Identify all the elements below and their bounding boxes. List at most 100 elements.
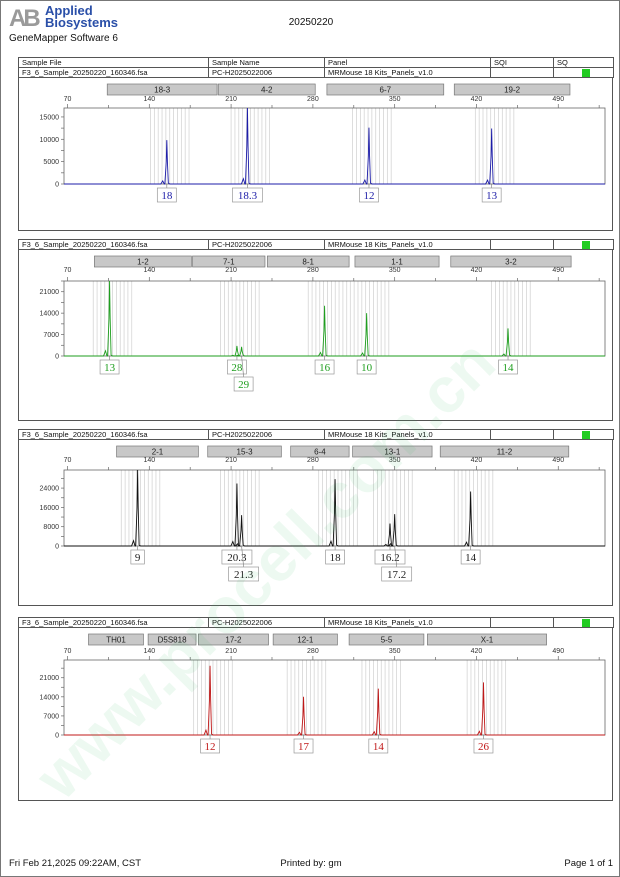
locus-bar-D5S818[interactable]: D5S818 xyxy=(147,633,197,646)
allele-call-label[interactable]: 10 xyxy=(356,356,377,375)
allele-call-label[interactable]: 18.3 xyxy=(232,184,263,203)
locus-bar-5-5[interactable]: 5-5 xyxy=(348,633,425,646)
locus-label: 6-4 xyxy=(314,448,326,457)
sq-pass-indicator-icon xyxy=(582,431,590,439)
allele-call-label[interactable]: 14 xyxy=(460,546,481,565)
locus-bar-rect xyxy=(266,255,350,268)
plot-area xyxy=(63,469,606,547)
sq-pass-indicator-icon xyxy=(582,69,590,77)
allele-value: 21.3 xyxy=(234,569,254,581)
app-name: GeneMapper Software 6 xyxy=(9,33,118,44)
allele-box xyxy=(156,187,177,203)
allele-box xyxy=(359,187,379,203)
locus-bar-15-3[interactable]: 15-3 xyxy=(207,445,282,458)
sample-row[interactable]: F3_6_Sample_20250220_160346.fsa PC-H20250… xyxy=(18,428,614,441)
col-sample-file: Sample File xyxy=(18,57,209,68)
y-tick-label: 7000 xyxy=(43,332,59,339)
allele-call-label[interactable]: 17 xyxy=(293,735,314,754)
locus-bar-8-1[interactable]: 8-1 xyxy=(266,255,350,268)
locus-bar-6-4[interactable]: 6-4 xyxy=(290,445,350,458)
x-tick-label: 280 xyxy=(307,648,319,655)
allele-value: 13 xyxy=(104,362,116,374)
allele-call-label[interactable]: 12 xyxy=(200,735,220,754)
allele-call-label[interactable]: 16.2 xyxy=(374,546,406,565)
printed-by: Printed by: gm xyxy=(280,858,342,869)
allele-call-label[interactable]: 28 xyxy=(227,356,247,375)
locus-bar-rect xyxy=(439,445,570,458)
dye-panel: F3_6_Sample_20250220_160346.fsa PC-H20250… xyxy=(1,66,619,231)
y-tick-label: 16000 xyxy=(40,505,60,512)
allele-call-label[interactable]: 20.3 xyxy=(221,546,253,565)
allele-call-label[interactable]: 9 xyxy=(130,546,145,565)
allele-call-label[interactable]: 16 xyxy=(314,356,335,375)
sample-row[interactable]: F3_6_Sample_20250220_160346.fsa PC-H20250… xyxy=(18,66,614,79)
locus-bar-rect xyxy=(450,255,572,268)
locus-bar-1-1[interactable]: 1-1 xyxy=(354,255,440,268)
allele-call-label[interactable]: 26 xyxy=(473,735,494,754)
y-tick-label: 8000 xyxy=(43,524,59,531)
allele-call-label[interactable]: 12 xyxy=(359,184,379,203)
locus-bar-2-1[interactable]: 2-1 xyxy=(116,445,199,458)
locus-bar-17-2[interactable]: 17-2 xyxy=(198,633,269,646)
allele-call-label[interactable]: 14 xyxy=(368,735,389,754)
locus-bar-4-2[interactable]: 4-2 xyxy=(217,83,316,96)
allele-value: 14 xyxy=(503,362,515,374)
allele-call-label[interactable]: 13 xyxy=(481,184,502,203)
locus-bar-rect xyxy=(427,633,547,646)
dye-panel: F3_6_Sample_20250220_160346.fsa PC-H20250… xyxy=(1,616,619,801)
signal-trace xyxy=(64,469,605,547)
x-tick-label: 420 xyxy=(471,648,483,655)
sample-row[interactable]: F3_6_Sample_20250220_160346.fsa PC-H20250… xyxy=(18,238,614,251)
locus-label: 4-2 xyxy=(261,86,273,95)
y-tick-label: 24000 xyxy=(40,486,60,493)
locus-label: TH01 xyxy=(106,636,126,645)
locus-bar-7-1[interactable]: 7-1 xyxy=(192,255,266,268)
electropherogram-plot: 18-3 4-2 6-7 19-2 70 140 210 280 350 420 490 0 5000 1… xyxy=(40,83,606,203)
locus-bar-rect xyxy=(116,445,199,458)
allele-value: 14 xyxy=(465,552,477,564)
x-tick-label: 210 xyxy=(225,96,237,103)
allele-box xyxy=(233,376,254,392)
allele-call-label[interactable]: 17.2 xyxy=(381,545,413,582)
allele-box xyxy=(200,738,220,754)
sample-row[interactable]: F3_6_Sample_20250220_160346.fsa PC-H20250… xyxy=(18,616,614,629)
locus-bar-11-2[interactable]: 11-2 xyxy=(439,445,570,458)
allele-call-label[interactable]: 21.3 xyxy=(228,545,259,582)
allele-value: 29 xyxy=(238,379,250,391)
locus-label: D5S818 xyxy=(158,636,187,645)
allele-value: 16.2 xyxy=(380,552,399,564)
allele-call-label[interactable]: 29 xyxy=(233,355,254,392)
brand-line-1: Applied xyxy=(45,3,93,18)
signal-trace xyxy=(64,107,605,185)
allele-value: 9 xyxy=(135,552,141,564)
locus-label: 15-3 xyxy=(237,448,254,457)
allele-call-label[interactable]: 18 xyxy=(325,546,345,565)
locus-bar-6-7[interactable]: 6-7 xyxy=(326,83,445,96)
allele-box xyxy=(481,187,502,203)
x-tick-label: 70 xyxy=(64,648,72,655)
x-tick-label: 70 xyxy=(64,96,72,103)
allele-call-label[interactable]: 14 xyxy=(498,356,518,375)
locus-bar-18-3[interactable]: 18-3 xyxy=(106,83,218,96)
y-tick-label: 0 xyxy=(55,733,59,740)
locus-bar-rect xyxy=(192,255,266,268)
allele-box xyxy=(374,549,406,565)
locus-label: 19-2 xyxy=(504,86,521,95)
y-tick-label: 0 xyxy=(55,544,59,551)
locus-bar-X-1[interactable]: X-1 xyxy=(427,633,547,646)
locus-bar-12-1[interactable]: 12-1 xyxy=(272,633,338,646)
locus-bar-19-2[interactable]: 19-2 xyxy=(453,83,571,96)
locus-bar-TH01[interactable]: TH01 xyxy=(88,633,144,646)
locus-label: 17-2 xyxy=(225,636,242,645)
x-tick-label: 140 xyxy=(143,648,155,655)
allele-value: 26 xyxy=(478,741,490,753)
col-sq: SQ xyxy=(553,57,614,68)
locus-bar-3-2[interactable]: 3-2 xyxy=(450,255,572,268)
locus-bar-rect xyxy=(88,633,144,646)
allele-call-label[interactable]: 18 xyxy=(156,184,177,203)
locus-bar-1-2[interactable]: 1-2 xyxy=(94,255,192,268)
locus-bar-13-1[interactable]: 13-1 xyxy=(352,445,433,458)
run-id: 20250220 xyxy=(288,17,334,28)
allele-box xyxy=(314,359,335,375)
allele-call-label[interactable]: 13 xyxy=(99,356,120,375)
